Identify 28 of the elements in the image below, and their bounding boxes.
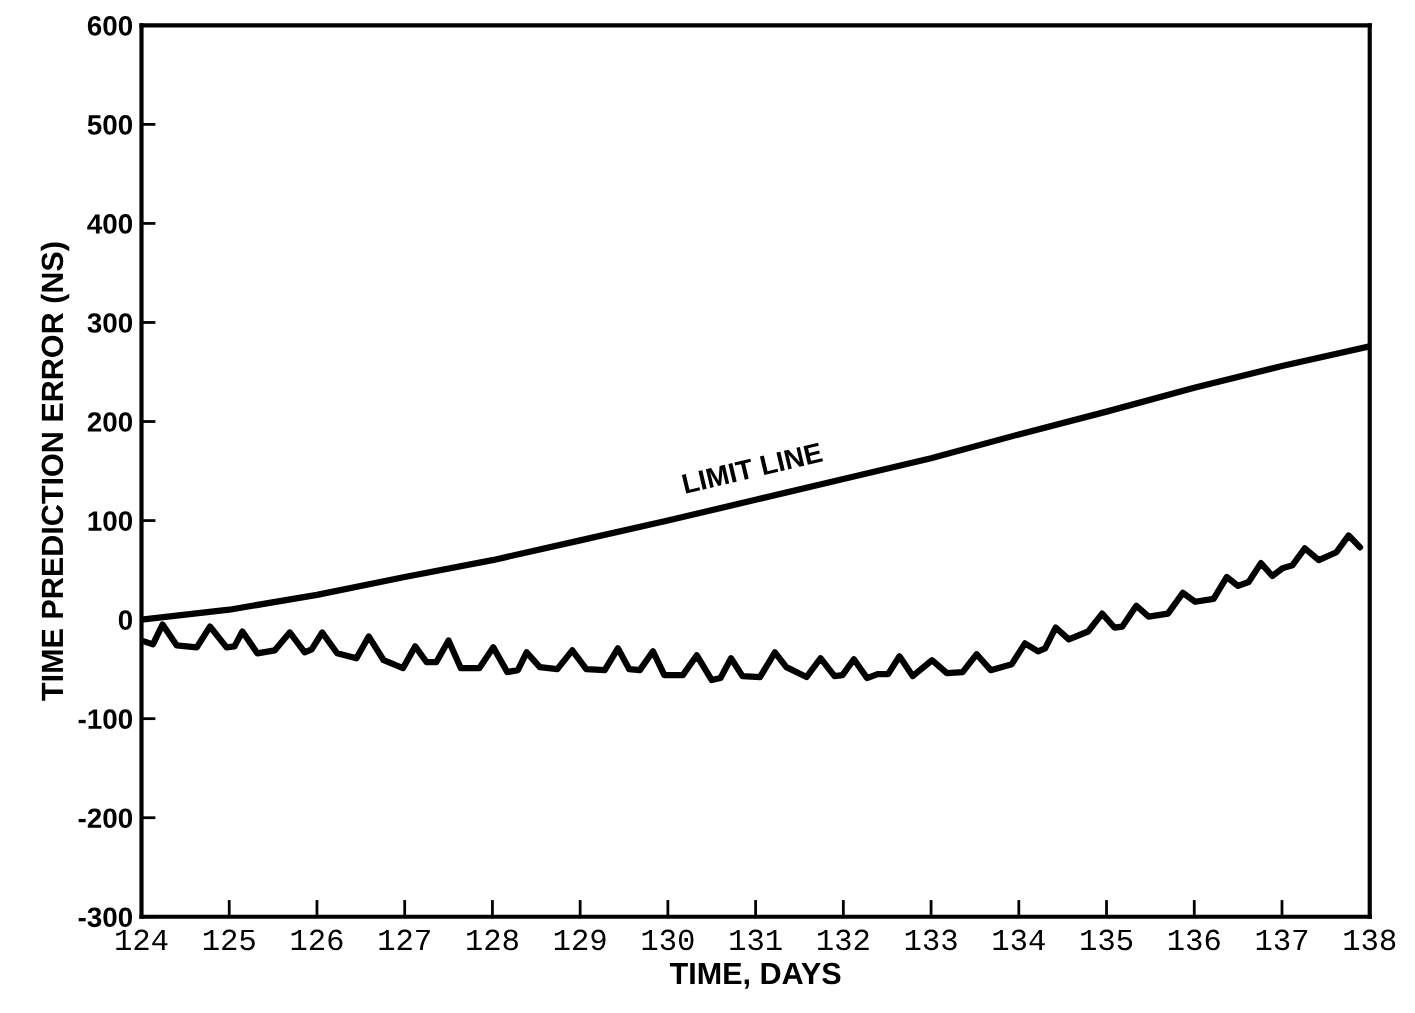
x-tick-label: 124 xyxy=(116,929,168,951)
x-tick-label: 137 xyxy=(1256,929,1308,951)
y-tick-label: -200 xyxy=(78,808,133,829)
text: LIMIT LINE xyxy=(681,442,824,494)
x-tick-label: 134 xyxy=(993,929,1045,951)
y-tick-label: 500 xyxy=(87,115,133,135)
x-tick-label: 138 xyxy=(1344,929,1396,951)
x-tick-label: 131 xyxy=(730,929,782,951)
y-tick-label: -100 xyxy=(78,709,133,730)
x-tick-label: 130 xyxy=(642,929,694,951)
x-tick-label: 132 xyxy=(818,929,869,951)
y-tick-label: 0 xyxy=(118,610,133,630)
x-tick-label: 135 xyxy=(1081,929,1133,951)
x-tick-label: 136 xyxy=(1168,929,1220,951)
x-tick-label: 129 xyxy=(554,929,606,951)
y-tick-label: 600 xyxy=(87,15,133,36)
y-tick-label: 100 xyxy=(88,511,133,531)
x-tick-label: 127 xyxy=(379,929,430,951)
x-axis-title: TIME, DAYS xyxy=(669,962,841,989)
y-tick-label: -300 xyxy=(78,907,133,928)
x-tick-label: 128 xyxy=(467,929,518,951)
x-tick-label: 125 xyxy=(203,929,255,951)
y-tick-label: 200 xyxy=(87,412,133,432)
y-tick-label: 300 xyxy=(87,313,133,333)
y-tick-label: 400 xyxy=(87,214,133,234)
y-axis-title: TIME PREDICTION ERROR (NS) xyxy=(40,242,70,701)
x-tick-label: 126 xyxy=(291,929,343,951)
x-tick-label: 133 xyxy=(905,929,957,951)
